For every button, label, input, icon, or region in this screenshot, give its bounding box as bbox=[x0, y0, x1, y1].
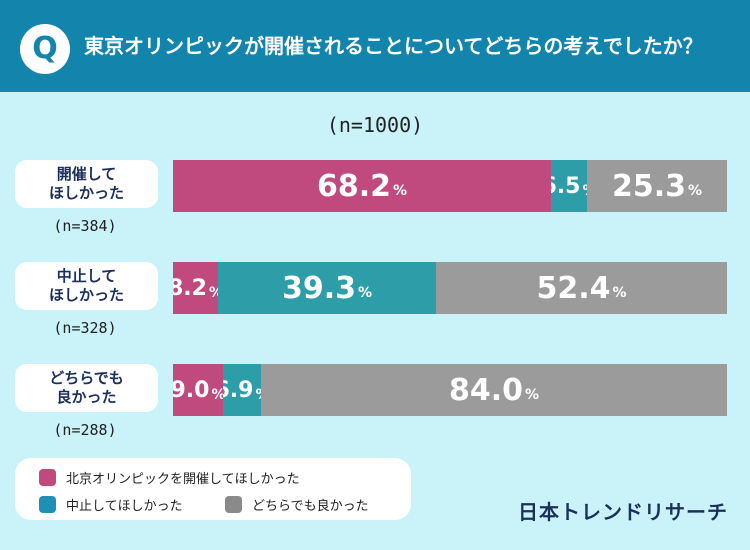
row-sample-size-either: (n=288) bbox=[53, 421, 117, 439]
legend-item-hold: 北京オリンピックを開催してほしかった bbox=[39, 468, 300, 487]
question-badge: Q bbox=[20, 24, 70, 74]
row-label-hold: 開催して ほしかった bbox=[15, 160, 158, 208]
question-title: 東京オリンピックが開催されることについてどちらの考えでしたか？ bbox=[84, 34, 703, 58]
data-label-unit: % bbox=[582, 183, 587, 199]
data-label-value: 52.4 bbox=[536, 270, 611, 306]
data-label-unit: % bbox=[358, 285, 373, 301]
bar-segment-hold-either: 25.3% bbox=[587, 160, 727, 212]
data-label-value: 25.3 bbox=[611, 168, 686, 204]
data-label-unit: % bbox=[612, 285, 627, 301]
legend-swatch-either bbox=[225, 496, 242, 513]
header-banner: Q 東京オリンピックが開催されることについてどちらの考えでしたか？ bbox=[0, 0, 750, 92]
data-label-unit: % bbox=[393, 183, 408, 199]
bar-row-either: 9.0%6.9%84.0% bbox=[173, 364, 727, 416]
legend-item-either: どちらでも良かった bbox=[225, 495, 369, 514]
data-label-value: 9.0 bbox=[173, 377, 210, 403]
bar-segment-either-hold: 9.0% bbox=[173, 364, 223, 416]
data-label-unit: % bbox=[525, 387, 540, 403]
row-label-cancel: 中止して ほしかった bbox=[15, 262, 158, 310]
bar-segment-cancel-hold: 8.2% bbox=[173, 262, 218, 314]
row-label-either: どちらでも 良かった bbox=[15, 364, 158, 412]
legend-label-either: どちらでも良かった bbox=[252, 499, 369, 514]
brand-logo: 日本トレンドリサーチ bbox=[518, 500, 728, 524]
legend-swatch-hold bbox=[39, 469, 56, 486]
data-label-value: 6.9 bbox=[223, 377, 254, 403]
data-label-value: 68.2 bbox=[316, 168, 391, 204]
bar-segment-cancel-either: 52.4% bbox=[436, 262, 727, 314]
data-label-unit: % bbox=[211, 387, 223, 403]
data-label-value: 8.2 bbox=[173, 275, 207, 301]
bar-segment-hold-cancel: 6.5% bbox=[551, 160, 587, 212]
bar-row-cancel: 8.2%39.3%52.4% bbox=[173, 262, 727, 314]
total-sample-size: (n=1000) bbox=[326, 113, 424, 137]
bar-row-hold: 68.2%6.5%25.3% bbox=[173, 160, 727, 212]
bar-segment-either-cancel: 6.9% bbox=[223, 364, 261, 416]
legend-swatch-cancel bbox=[39, 496, 56, 513]
data-label-value: 39.3 bbox=[281, 270, 356, 306]
legend-item-cancel: 中止してほしかった bbox=[39, 495, 183, 514]
legend-label-cancel: 中止してほしかった bbox=[66, 499, 183, 514]
data-label-value: 6.5 bbox=[551, 173, 581, 199]
bar-segment-cancel-cancel: 39.3% bbox=[218, 262, 436, 314]
legend: 北京オリンピックを開催してほしかった 中止してほしかった どちらでも良かった bbox=[15, 458, 411, 520]
bar-segment-either-either: 84.0% bbox=[261, 364, 727, 416]
bar-segment-hold-hold: 68.2% bbox=[173, 160, 551, 212]
data-label-unit: % bbox=[688, 183, 703, 199]
row-sample-size-cancel: (n=328) bbox=[53, 319, 117, 337]
legend-label-hold: 北京オリンピックを開催してほしかった bbox=[66, 472, 300, 487]
data-label-value: 84.0 bbox=[448, 372, 523, 408]
data-label-unit: % bbox=[209, 285, 218, 301]
row-sample-size-hold: (n=384) bbox=[53, 217, 117, 235]
data-label-unit: % bbox=[255, 387, 261, 403]
